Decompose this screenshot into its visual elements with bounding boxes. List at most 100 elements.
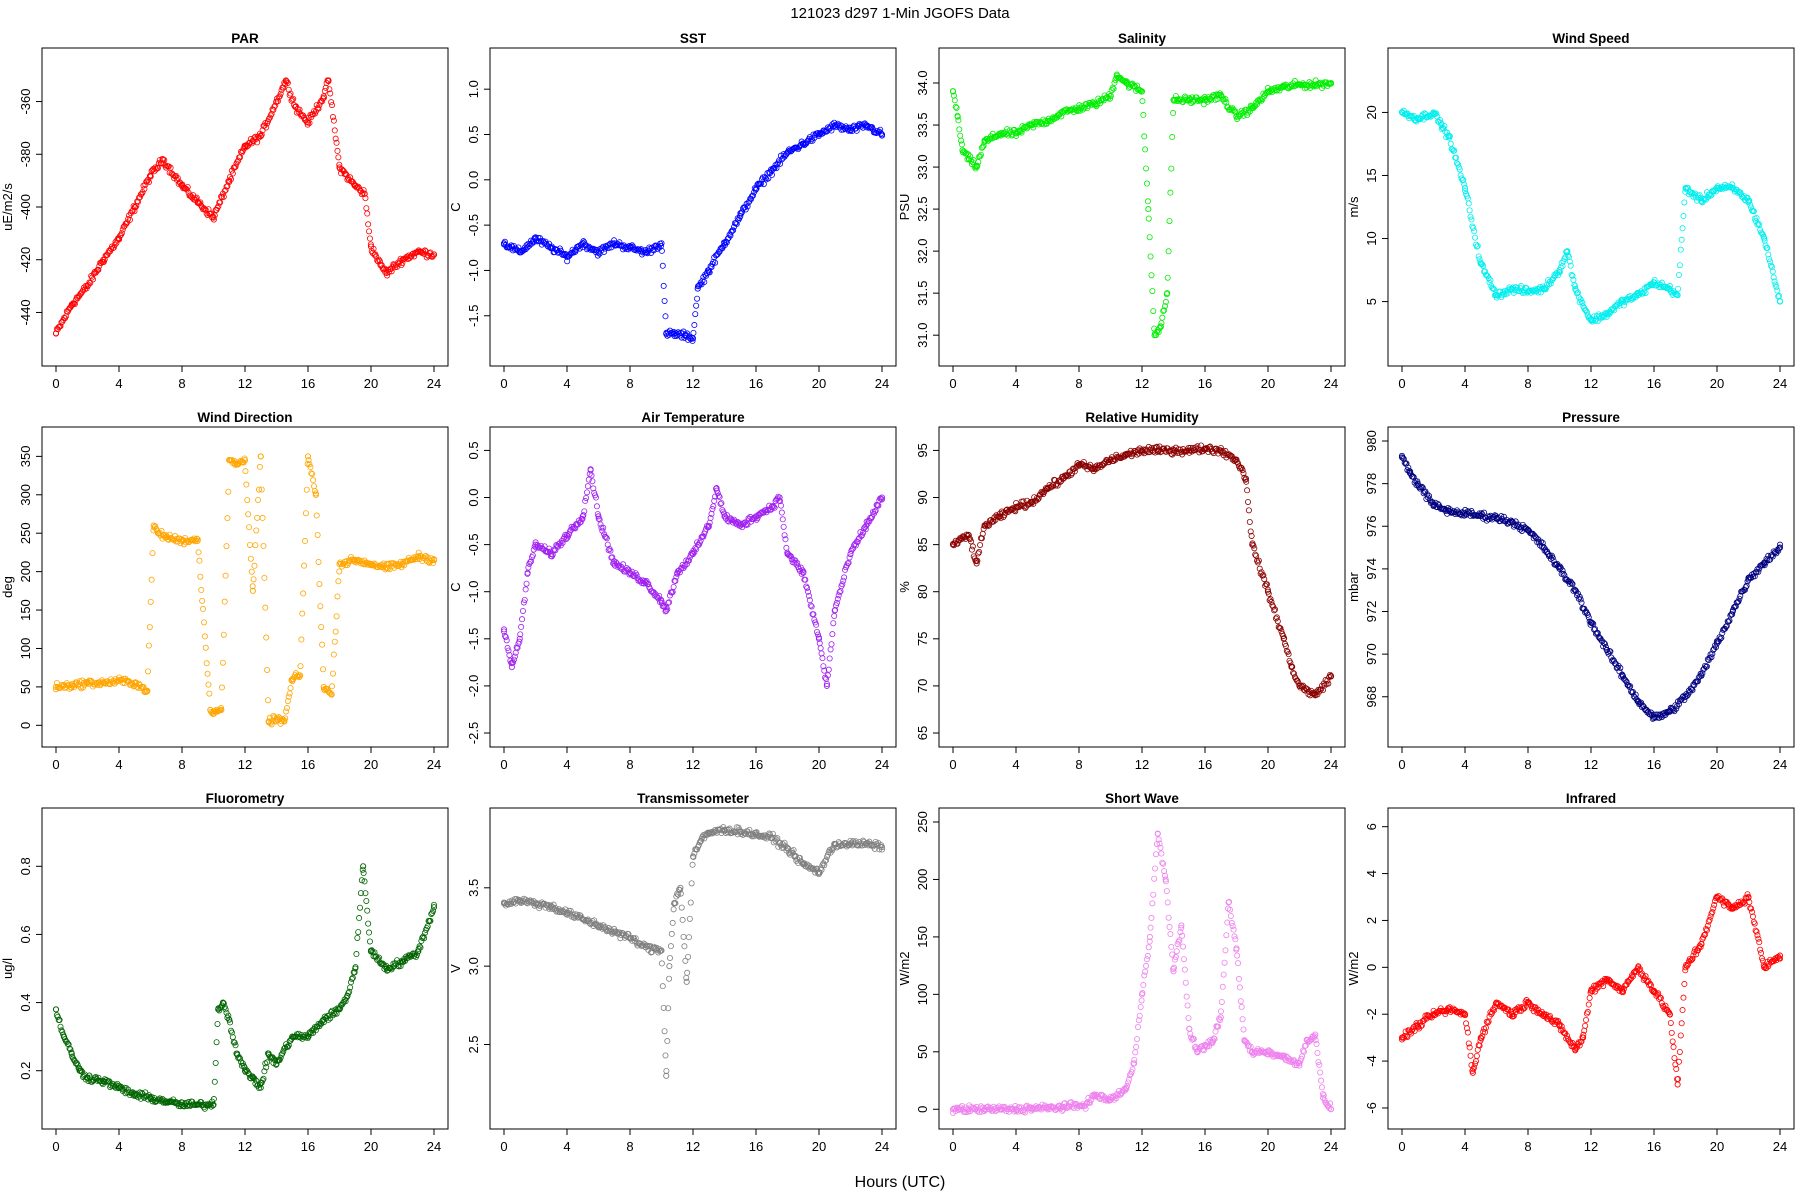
x-tick-label: 12 [238,757,252,772]
data-point [257,453,264,460]
plot-frame [41,47,449,367]
y-tick-label: 0.0 [466,488,481,506]
data-point [422,248,429,255]
data-point [147,173,154,180]
data-point [976,153,983,160]
data-point [773,165,780,172]
data-point [355,183,362,190]
y-tick-label: 20 [1364,105,1379,119]
data-point [730,227,737,234]
data-point [1462,187,1469,194]
x-axis: 0 4 8 12 16 20 24 [1398,746,1787,772]
data-point [686,915,693,922]
data-point [786,146,793,153]
data-point [1107,93,1114,100]
y-tick-label: 0 [18,722,33,729]
y-tick-label: 970 [1364,643,1379,665]
data-point [1167,189,1174,196]
data-point [828,641,835,648]
data-point [790,145,797,152]
data-point [1466,207,1473,214]
data-point [1081,104,1088,111]
data-point [73,679,80,686]
data-point [1504,290,1511,297]
data-point [168,170,175,177]
data-point [1601,310,1608,317]
data-point [363,897,370,904]
data-point [1616,302,1623,309]
y-axis-label: V [448,964,463,973]
x-tick-label: 0 [500,1139,507,1154]
data-point [98,680,105,687]
data-point [977,541,984,548]
x-tick-label: 20 [812,376,826,391]
data-point [687,336,694,343]
data-point [663,1072,670,1079]
data-point [241,455,248,462]
data-point [327,689,334,696]
x-tick-label: 16 [301,1139,315,1154]
data-point [830,620,837,627]
data-point [662,313,669,320]
y-tick-label: 15 [1364,168,1379,182]
x-tick-label: 4 [1012,376,1019,391]
data-point [314,531,321,538]
data-point [1175,97,1182,104]
y-tick-label: 65 [915,726,930,740]
x-tick-label: 4 [563,376,570,391]
data-point [260,543,267,550]
data-point [214,1020,221,1027]
data-point [664,1038,671,1045]
data-point [71,301,78,308]
data-point [320,95,327,102]
data-point [366,938,373,945]
data-point [346,557,353,564]
y-tick-label: 2.5 [466,1035,481,1053]
data-point [742,206,749,213]
data-point [282,715,289,722]
x-tick-label: 20 [1261,376,1275,391]
data-point [770,165,777,172]
data-point [232,163,239,170]
data-point [685,953,692,960]
y-tick-label: -400 [18,194,33,220]
data-point [330,651,337,658]
data-point [1467,213,1474,220]
y-tick-label: 1.0 [466,80,481,98]
data-point [286,690,293,697]
plot-frame [1387,426,1795,748]
data-point [661,297,668,304]
data-point [195,549,202,556]
y-axis: 31.031.532.032.533.033.534.0 [915,70,939,348]
data-point [1753,214,1760,221]
data-point [1768,264,1775,271]
x-tick-label: 0 [500,376,507,391]
data-point [306,461,313,468]
data-point [430,252,437,259]
data-point [1620,302,1627,309]
panel-title: Air Temperature [641,410,745,425]
data-point [336,568,343,575]
data-point [1683,186,1690,193]
y-tick-label: 980 [1364,430,1379,452]
data-point [1676,262,1683,269]
x-tick-label: 16 [301,376,315,391]
x-tick-label: 12 [686,757,700,772]
data-point [1760,233,1767,240]
data-point [411,253,418,260]
data-point [261,574,268,581]
data-point [1771,278,1778,285]
y-tick-label: 50 [915,1045,930,1059]
data-point [1074,108,1081,115]
y-axis-label: uE/m2/s [0,183,15,231]
data-point [503,637,510,644]
data-point [712,259,719,266]
x-tick-label: 16 [1198,757,1212,772]
data-point [778,509,785,516]
data-point [283,78,290,85]
data-point [245,511,252,518]
